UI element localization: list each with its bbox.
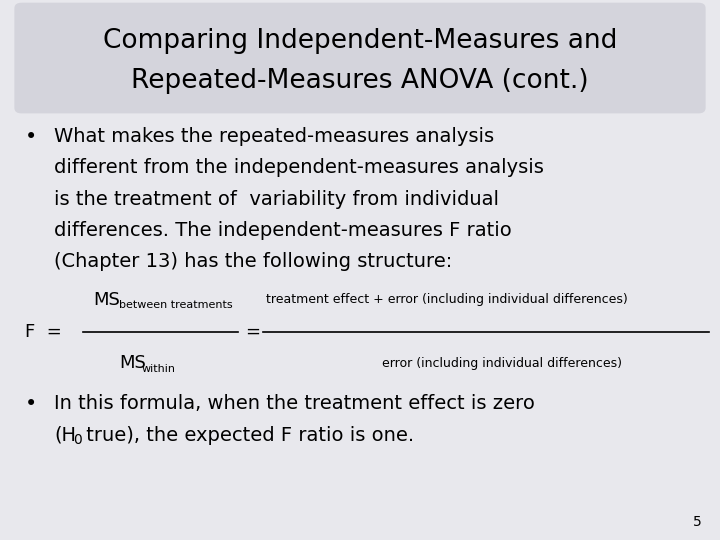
- Text: =: =: [245, 323, 260, 341]
- Text: •: •: [25, 394, 37, 414]
- Text: In this formula, when the treatment effect is zero: In this formula, when the treatment effe…: [54, 394, 535, 413]
- Text: Repeated-Measures ANOVA (cont.): Repeated-Measures ANOVA (cont.): [131, 68, 589, 94]
- Text: F  =: F =: [25, 323, 62, 341]
- Text: true), the expected F ratio is one.: true), the expected F ratio is one.: [80, 426, 414, 444]
- Text: 0: 0: [73, 433, 82, 447]
- Text: What makes the repeated-measures analysis: What makes the repeated-measures analysi…: [54, 127, 494, 146]
- Text: (Chapter 13) has the following structure:: (Chapter 13) has the following structure…: [54, 252, 452, 271]
- Text: differences. The independent-measures F ratio: differences. The independent-measures F …: [54, 221, 512, 240]
- Text: is the treatment of  variability from individual: is the treatment of variability from ind…: [54, 190, 499, 208]
- Text: between treatments: between treatments: [119, 300, 233, 310]
- Text: MS: MS: [119, 354, 145, 373]
- Text: (H: (H: [54, 426, 76, 444]
- Text: Comparing Independent-Measures and: Comparing Independent-Measures and: [103, 28, 617, 53]
- Text: 5: 5: [693, 515, 702, 529]
- Text: within: within: [142, 364, 176, 374]
- Text: •: •: [25, 127, 37, 147]
- Text: treatment effect + error (including individual differences): treatment effect + error (including indi…: [266, 293, 628, 306]
- FancyBboxPatch shape: [14, 3, 706, 113]
- Text: different from the independent-measures analysis: different from the independent-measures …: [54, 158, 544, 177]
- Text: error (including individual differences): error (including individual differences): [382, 357, 621, 370]
- Text: MS: MS: [94, 291, 120, 309]
